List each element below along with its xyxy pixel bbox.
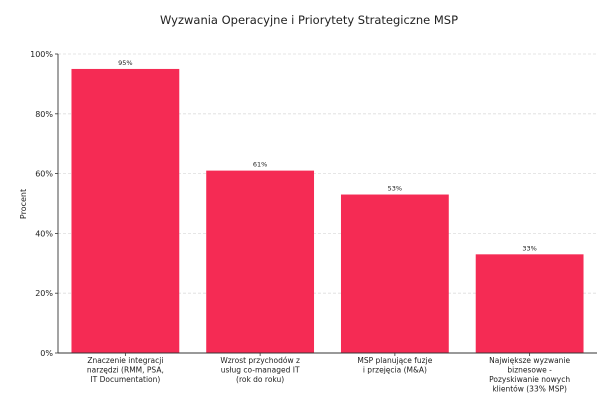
y-axis-ticks: 0% 20% 40% 60% 80% 100% <box>30 50 58 358</box>
axes <box>57 54 597 354</box>
x-tick-label-line: MSP planujące fuzje <box>357 356 432 365</box>
x-tick-label: Znaczenie integracji narzędzi (RMM, PSA, I… <box>87 356 164 384</box>
x-tick-label-line: narzędzi (RMM, PSA, <box>87 366 164 375</box>
chart-title: Wyzwania Operacyjne i Priorytety Strateg… <box>160 13 458 27</box>
x-tick-label-line: Znaczenie integracji <box>87 356 163 365</box>
x-axis-ticks: Znaczenie integracji narzędzi (RMM, PSA, I… <box>87 353 571 394</box>
x-tick-label-line: usług co-managed IT <box>221 366 300 375</box>
x-tick-label: MSP planujące fuzje i przejęcia (M&A) <box>357 356 432 375</box>
x-tick-label-line: Wzrost przychodów z <box>220 356 300 365</box>
data-label: 33% <box>522 244 536 252</box>
y-tick-label: 80% <box>35 110 53 119</box>
x-tick-label-line: Pozyskiwanie nowych <box>489 375 570 384</box>
data-labels: 95% 61% 53% 33% <box>118 59 537 252</box>
bar <box>340 194 449 353</box>
y-tick-label: 20% <box>35 289 53 298</box>
x-tick-label-line: i przejęcia (M&A) <box>363 366 427 375</box>
x-tick-label-line: klientów (33% MSP) <box>492 385 567 394</box>
x-tick-label: Wzrost przychodów z usług co-managed IT (r… <box>220 356 300 384</box>
y-tick-label: 40% <box>35 229 53 238</box>
data-label: 53% <box>388 185 402 193</box>
y-axis-label: Procent <box>19 189 28 219</box>
y-tick-label: 100% <box>30 50 53 59</box>
x-tick-label-line: biznesowe - <box>507 366 552 375</box>
y-tick-label: 0% <box>40 349 53 358</box>
bar <box>206 170 315 353</box>
bar <box>475 254 584 353</box>
x-tick-label-line: Największe wyzwanie <box>489 356 570 365</box>
data-label: 61% <box>253 161 267 169</box>
x-tick-label: Największe wyzwanie biznesowe -Pozyskiwan… <box>489 356 570 394</box>
bars <box>71 68 584 353</box>
y-tick-label: 60% <box>35 170 53 179</box>
x-tick-label-line: IT Documentation) <box>90 375 160 384</box>
bar <box>71 68 180 353</box>
x-tick-label-line: (rok do roku) <box>236 375 284 384</box>
data-label: 95% <box>118 59 132 67</box>
